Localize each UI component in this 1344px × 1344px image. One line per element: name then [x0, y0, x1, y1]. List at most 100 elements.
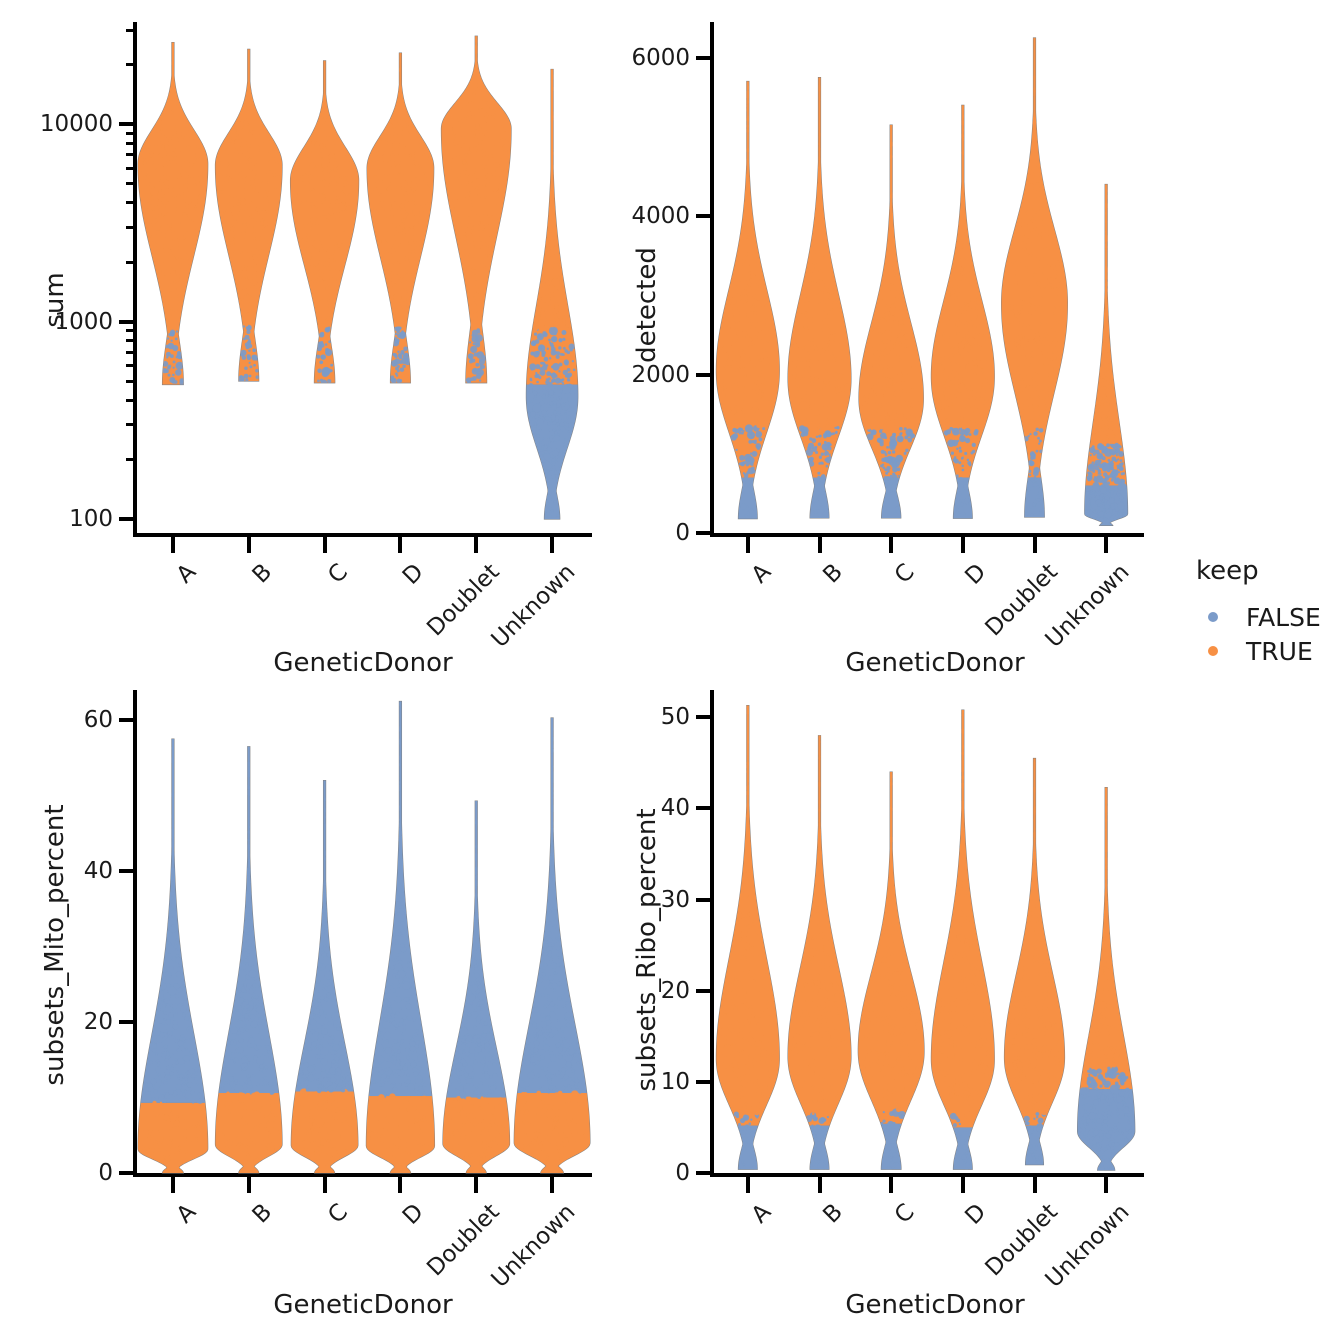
- x-axis-title: GeneticDonor: [845, 1290, 1025, 1320]
- y-tick: [696, 806, 712, 811]
- y-tick: [696, 214, 712, 219]
- violin-B: [787, 735, 852, 1170]
- x-tick: [322, 537, 327, 553]
- y-minor-tick: [126, 363, 135, 367]
- y-tick-label: 20: [83, 1009, 113, 1036]
- legend-dot-icon: [1208, 646, 1218, 656]
- y-tick: [696, 55, 712, 60]
- x-tick: [889, 537, 894, 553]
- x-tick: [960, 537, 965, 553]
- y-tick-label: 10: [660, 1068, 690, 1095]
- jitter-points: [369, 53, 433, 383]
- violin-C: [857, 771, 925, 1170]
- x-tick: [817, 537, 822, 553]
- y-tick: [119, 869, 135, 874]
- x-axis-title: GeneticDonor: [273, 648, 453, 678]
- x-tick: [889, 1177, 894, 1193]
- jitter-points: [718, 85, 778, 518]
- x-tick: [246, 537, 251, 553]
- y-minor-tick: [126, 226, 135, 230]
- legend: keep FALSE TRUE: [1196, 556, 1321, 668]
- jitter-points: [860, 774, 924, 1170]
- y-tick: [696, 1171, 712, 1175]
- y-minor-tick: [126, 339, 135, 343]
- y-tick-label: 4000: [631, 203, 690, 230]
- y-minor-tick: [126, 182, 135, 186]
- y-tick-label: 6000: [631, 44, 690, 71]
- y-tick-label: 0: [98, 1160, 113, 1186]
- y-tick: [119, 718, 135, 723]
- y-tick-label: 40: [83, 858, 113, 885]
- x-tick: [170, 1177, 175, 1193]
- y-minor-tick: [126, 260, 135, 264]
- y-minor-tick: [126, 423, 135, 427]
- x-axis-line: [133, 1173, 592, 1177]
- y-minor-tick: [126, 28, 135, 32]
- x-tick: [474, 537, 479, 553]
- y-tick: [119, 319, 135, 324]
- legend-item-false[interactable]: FALSE: [1196, 600, 1321, 634]
- jitter-points: [1005, 761, 1064, 1164]
- jitter-points: [788, 84, 850, 518]
- jitter-points: [292, 797, 358, 1173]
- x-tick: [745, 537, 750, 553]
- jitter-points: [1002, 75, 1066, 518]
- jitter-points: [1084, 189, 1127, 526]
- y-tick: [119, 517, 135, 522]
- x-tick: [246, 1177, 251, 1193]
- jitter-points: [140, 746, 204, 1173]
- violin-D: [930, 709, 995, 1170]
- x-tick: [474, 1177, 479, 1193]
- violin-Doublet: [442, 800, 511, 1174]
- y-minor-tick: [126, 201, 135, 205]
- y-tick-label: 50: [660, 704, 690, 731]
- y-minor-tick: [126, 153, 135, 157]
- y-tick-label: 60: [83, 707, 113, 734]
- violin-D: [930, 104, 995, 519]
- y-minor-tick: [126, 63, 135, 67]
- y-tick: [119, 1171, 135, 1175]
- x-tick: [1104, 537, 1109, 553]
- jitter-points: [1078, 799, 1134, 1171]
- y-tick: [696, 372, 712, 377]
- jitter-points: [718, 705, 779, 1170]
- jitter-points: [860, 141, 922, 516]
- y-minor-tick: [126, 166, 135, 170]
- jitter-points: [789, 735, 850, 1170]
- jitter-points: [931, 115, 993, 516]
- legend-dot-icon: [1208, 612, 1218, 622]
- x-tick: [1032, 1177, 1037, 1193]
- x-axis-title: GeneticDonor: [273, 1290, 453, 1320]
- violin-A: [715, 704, 780, 1170]
- y-minor-tick: [126, 141, 135, 145]
- y-tick-label: 20: [660, 977, 690, 1004]
- legend-label: FALSE: [1246, 602, 1321, 632]
- y-tick-label: 30: [660, 886, 690, 913]
- x-axis-title: GeneticDonor: [845, 648, 1025, 678]
- y-tick: [696, 531, 712, 535]
- y-tick: [696, 988, 712, 993]
- y-tick: [696, 715, 712, 720]
- y-axis-line: [710, 22, 714, 535]
- x-tick: [817, 1177, 822, 1193]
- y-tick-label: 2000: [631, 361, 690, 388]
- y-tick-label: 100: [69, 506, 113, 533]
- y-tick-label: 0: [675, 1160, 690, 1186]
- y-minor-tick: [126, 350, 135, 354]
- violin-Doublet: [1003, 757, 1066, 1166]
- x-tick: [398, 537, 403, 553]
- y-minor-tick: [126, 379, 135, 383]
- x-tick: [550, 1177, 555, 1193]
- legend-label: TRUE: [1246, 636, 1313, 666]
- legend-item-true[interactable]: TRUE: [1196, 634, 1321, 668]
- x-tick: [322, 1177, 327, 1193]
- x-axis-line: [710, 533, 1144, 537]
- legend-swatch-false: [1196, 612, 1230, 622]
- x-tick: [398, 1177, 403, 1193]
- x-tick: [1032, 537, 1037, 553]
